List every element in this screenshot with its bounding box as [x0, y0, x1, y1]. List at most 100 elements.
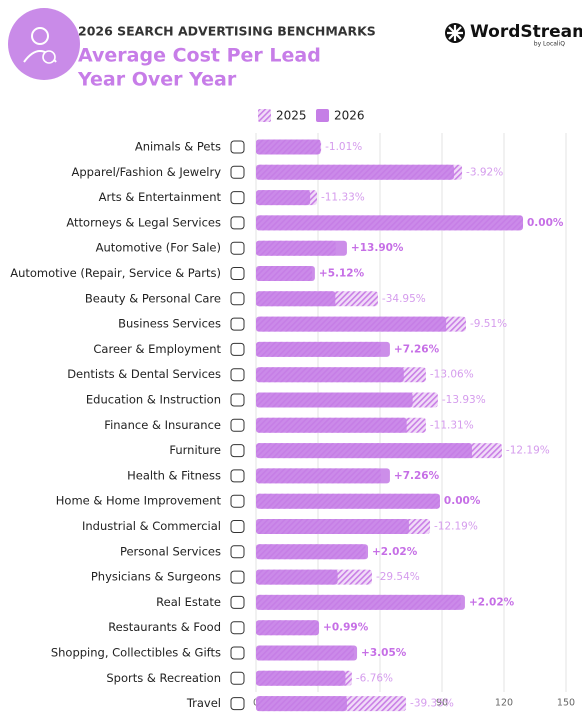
- bar: [256, 594, 465, 610]
- category-icon: [230, 165, 245, 179]
- change-label: +2.02%: [469, 596, 515, 608]
- kicker: 2026 SEARCH ADVERTISING BENCHMARKS: [78, 24, 376, 39]
- category-icon: [230, 520, 245, 533]
- category-label: Real Estate: [156, 595, 221, 609]
- category-label: Business Services: [118, 317, 221, 331]
- bar: [256, 620, 320, 636]
- change-label: +5.12%: [319, 268, 365, 280]
- bar: [256, 316, 447, 332]
- x-tick-label: 120: [495, 698, 513, 709]
- category-label: Career & Employment: [93, 342, 221, 356]
- chart-title: Year Over Year: [77, 69, 237, 91]
- bar: [256, 468, 390, 484]
- bar: [256, 519, 409, 534]
- header-icon: [42, 50, 56, 64]
- category-label: Restaurants & Food: [108, 620, 221, 634]
- x-tick-label: 150: [557, 698, 575, 709]
- bar: [256, 569, 338, 585]
- change-label: -12.19%: [434, 521, 478, 533]
- category-icon: [230, 646, 245, 660]
- bar: [256, 493, 440, 509]
- category-label: Home & Home Improvement: [56, 494, 222, 508]
- x-tick-label: 90: [436, 698, 448, 709]
- change-label: -9.51%: [470, 318, 507, 330]
- category-icon: [230, 545, 245, 559]
- category-icon: [230, 368, 245, 382]
- bar: [256, 139, 321, 155]
- change-label: +2.02%: [372, 546, 418, 558]
- bar: [256, 670, 346, 686]
- category-label: Automotive (Repair, Service & Parts): [10, 266, 221, 280]
- change-label: -3.92%: [466, 166, 503, 178]
- header-icon: [31, 27, 49, 45]
- category-icon: [230, 267, 245, 280]
- category-icon: [230, 418, 245, 432]
- legend-swatch: [316, 109, 329, 122]
- category-icon: [230, 292, 245, 306]
- category-label: Dentists & Dental Services: [67, 367, 221, 381]
- category-label: Education & Instruction: [86, 393, 221, 407]
- category-icon: [230, 570, 245, 584]
- bar: [256, 190, 311, 206]
- change-label: 0.00%: [444, 495, 481, 507]
- category-icon: [230, 697, 245, 711]
- category-label: Sports & Recreation: [106, 671, 221, 685]
- bar: [256, 443, 472, 459]
- brand-sub: by LocaliQ: [534, 41, 565, 48]
- change-label: -1.01%: [325, 141, 362, 153]
- category-label: Physicians & Surgeons: [91, 570, 221, 584]
- bar: [256, 164, 454, 180]
- category-icon: [230, 191, 245, 205]
- change-label: +7.26%: [394, 470, 440, 482]
- category-label: Arts & Entertainment: [99, 190, 222, 204]
- legend-swatch: [258, 109, 271, 122]
- category-icon: [230, 595, 245, 609]
- bar: [256, 291, 336, 307]
- change-label: +13.90%: [351, 242, 404, 254]
- legend-label: 2025: [276, 109, 307, 123]
- bar: [256, 266, 315, 281]
- category-icon: [230, 393, 245, 407]
- bar: [256, 341, 390, 357]
- change-label: -12.19%: [506, 445, 550, 457]
- chart-title: Average Cost Per Lead: [78, 45, 321, 67]
- category-label: Attorneys & Legal Services: [66, 215, 221, 229]
- category-icon: [230, 140, 245, 154]
- change-label: 0.00%: [527, 217, 564, 229]
- bar: [256, 392, 413, 408]
- bar: [256, 240, 347, 256]
- change-label: +7.26%: [394, 343, 440, 355]
- change-label: -39.35%: [410, 698, 454, 710]
- category-icon: [230, 469, 245, 483]
- change-label: -13.93%: [442, 394, 486, 406]
- logo-mark: [445, 23, 465, 43]
- category-icon: [230, 216, 245, 230]
- category-label: Beauty & Personal Care: [85, 291, 221, 305]
- change-label: -11.31%: [430, 419, 474, 431]
- category-icon: [230, 444, 245, 458]
- category-icon: [230, 317, 245, 331]
- change-label: -29.54%: [376, 571, 420, 583]
- change-label: +3.05%: [361, 647, 407, 659]
- change-label: -11.33%: [321, 192, 365, 204]
- category-label: Animals & Pets: [135, 140, 221, 154]
- category-icon: [230, 342, 245, 356]
- change-label: -13.06%: [430, 369, 474, 381]
- category-icon: [230, 671, 245, 685]
- category-icon: [230, 241, 245, 255]
- bar: [256, 645, 358, 661]
- category-label: Personal Services: [120, 544, 221, 558]
- bar: [256, 367, 404, 383]
- brand: WordStream: [470, 22, 582, 42]
- legend-label: 2026: [334, 109, 365, 123]
- change-label: +0.99%: [323, 622, 369, 634]
- bar: [256, 696, 347, 712]
- category-icon: [230, 621, 245, 635]
- change-label: -6.76%: [356, 672, 393, 684]
- category-label: Travel: [186, 696, 221, 710]
- category-label: Finance & Insurance: [104, 418, 221, 432]
- bar: [256, 544, 369, 560]
- bar: [256, 215, 524, 231]
- change-label: -34.95%: [382, 293, 426, 305]
